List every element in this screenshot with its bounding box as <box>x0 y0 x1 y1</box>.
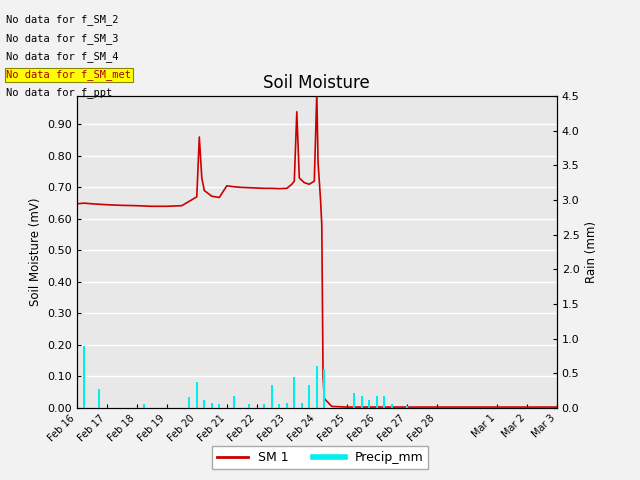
Bar <box>376 396 378 408</box>
Text: No data for f_ppt: No data for f_ppt <box>6 87 113 98</box>
Bar <box>211 403 212 408</box>
Y-axis label: Soil Moisture (mV): Soil Moisture (mV) <box>29 198 42 306</box>
Bar <box>264 404 265 408</box>
Bar <box>248 404 250 408</box>
Bar <box>234 396 236 408</box>
Bar <box>271 385 273 408</box>
Bar <box>188 397 190 408</box>
Legend: SM 1, Precip_mm: SM 1, Precip_mm <box>212 446 428 469</box>
Bar <box>391 404 393 408</box>
Bar <box>316 366 317 408</box>
Bar <box>353 393 355 408</box>
Bar <box>99 389 100 408</box>
Y-axis label: Rain (mm): Rain (mm) <box>585 221 598 283</box>
Bar <box>406 406 408 408</box>
Bar <box>383 396 385 408</box>
Bar <box>196 382 198 408</box>
Bar <box>308 385 310 408</box>
X-axis label: Time: Time <box>301 446 332 459</box>
Bar <box>218 404 220 408</box>
Bar <box>301 403 303 408</box>
Bar <box>293 377 295 408</box>
Bar <box>369 400 370 408</box>
Bar <box>204 400 205 408</box>
Bar <box>83 346 85 408</box>
Title: Soil Moisture: Soil Moisture <box>264 73 370 92</box>
Text: No data for f_SM_2: No data for f_SM_2 <box>6 14 119 25</box>
Text: No data for f_SM_3: No data for f_SM_3 <box>6 33 119 44</box>
Text: No data for f_SM_met: No data for f_SM_met <box>6 69 131 80</box>
Bar <box>143 404 145 408</box>
Bar <box>361 396 363 408</box>
Bar <box>286 403 288 408</box>
Text: No data for f_SM_4: No data for f_SM_4 <box>6 51 119 62</box>
Bar <box>323 369 325 408</box>
Bar <box>278 404 280 408</box>
